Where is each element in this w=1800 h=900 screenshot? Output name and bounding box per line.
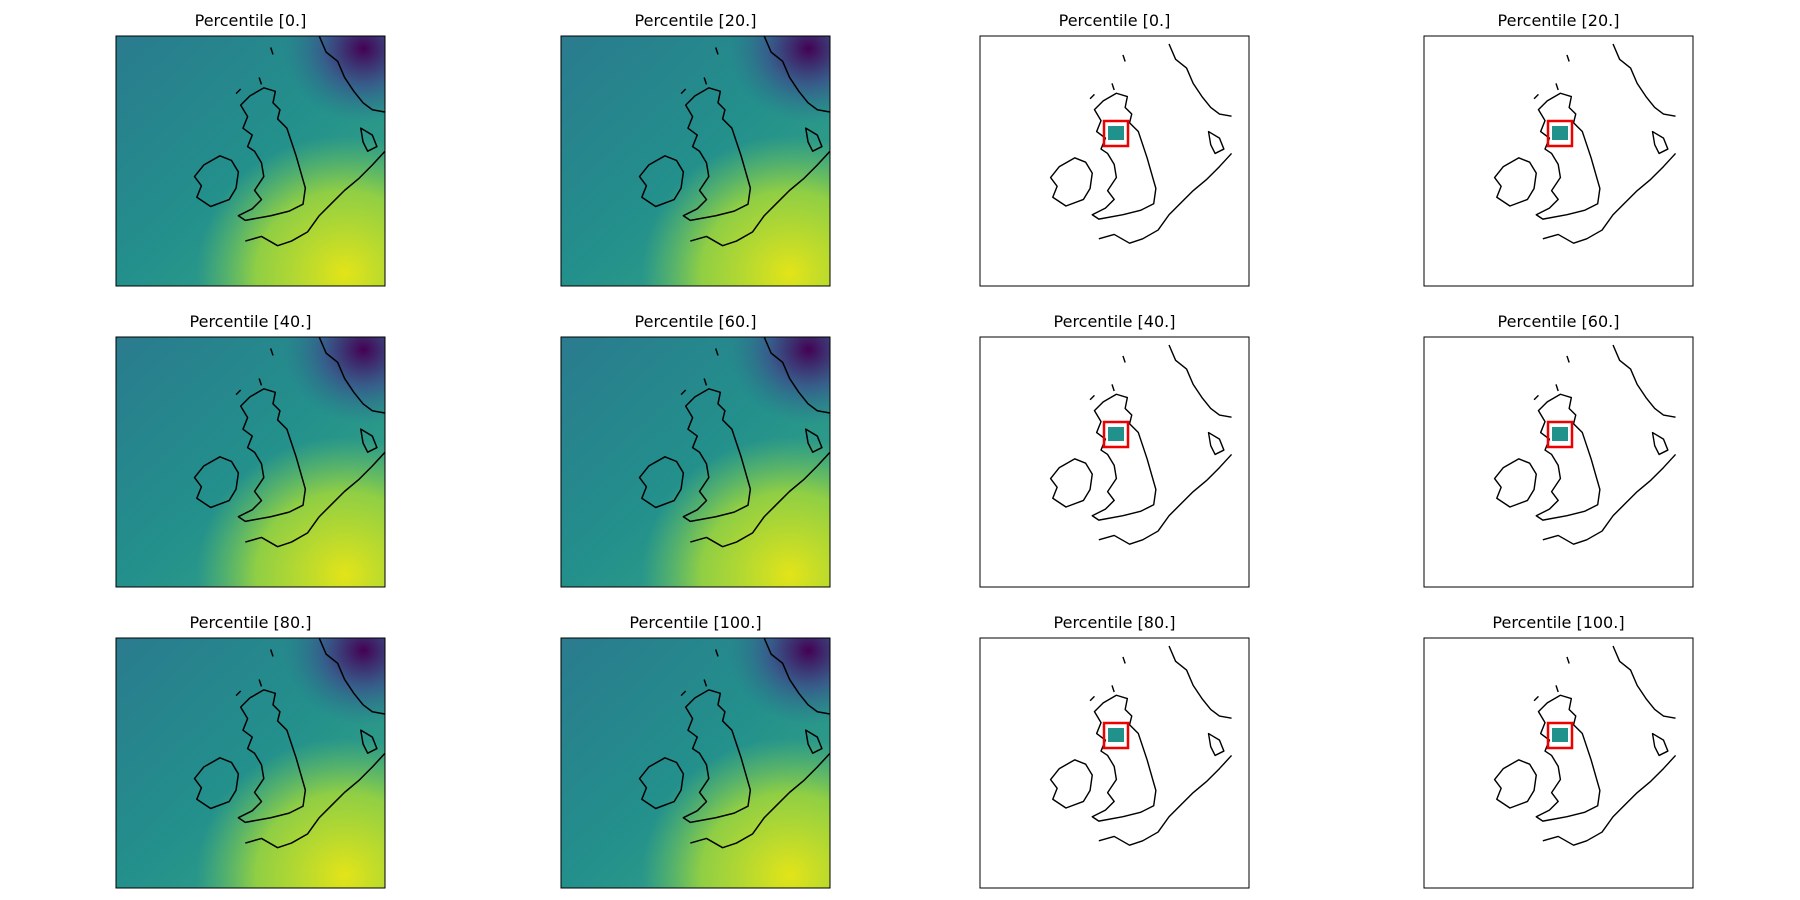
map-panel — [115, 336, 386, 588]
field-cold — [561, 36, 830, 286]
panel-frame — [115, 336, 386, 588]
map-content — [1424, 337, 1693, 587]
background — [980, 638, 1249, 888]
region-box — [1546, 119, 1574, 148]
region-fill — [1108, 126, 1124, 140]
region-fill — [1552, 728, 1568, 742]
panel-frame — [560, 336, 831, 588]
panel-title: Percentile [0.] — [195, 11, 307, 30]
map-content — [1424, 638, 1693, 888]
region-fill — [1552, 427, 1568, 441]
map-panel — [1423, 35, 1694, 287]
map-panel — [115, 637, 386, 889]
background — [1424, 638, 1693, 888]
panel-title: Percentile [40.] — [190, 312, 312, 331]
panel-frame — [979, 336, 1250, 588]
map-panel — [560, 336, 831, 588]
region-box — [1102, 420, 1130, 449]
region-box — [1546, 420, 1574, 449]
field-cold — [116, 337, 385, 587]
panel-title: Percentile [80.] — [190, 613, 312, 632]
panel-frame — [115, 637, 386, 889]
background — [1424, 337, 1693, 587]
panel-frame — [1423, 35, 1694, 287]
panel-title: Percentile [20.] — [1498, 11, 1620, 30]
map-panel — [560, 637, 831, 889]
map-content — [116, 337, 385, 587]
panel-title: Percentile [20.] — [635, 11, 757, 30]
background — [1424, 36, 1693, 286]
background — [980, 337, 1249, 587]
panel-frame — [560, 637, 831, 889]
field-cold — [561, 337, 830, 587]
panel-title: Percentile [60.] — [1498, 312, 1620, 331]
map-content — [980, 36, 1249, 286]
map-panel — [1423, 336, 1694, 588]
map-content — [1424, 36, 1693, 286]
panel-frame — [979, 637, 1250, 889]
panel-frame — [1423, 336, 1694, 588]
background — [980, 36, 1249, 286]
panel-title: Percentile [0.] — [1059, 11, 1171, 30]
map-content — [980, 337, 1249, 587]
panel-title: Percentile [100.] — [1492, 613, 1624, 632]
field-cold — [561, 638, 830, 888]
map-content — [561, 337, 830, 587]
map-content — [116, 36, 385, 286]
panel-title: Percentile [40.] — [1054, 312, 1176, 331]
panel-frame — [560, 35, 831, 287]
field-cold — [116, 36, 385, 286]
map-panel — [1423, 637, 1694, 889]
panel-title: Percentile [100.] — [629, 613, 761, 632]
panel-frame — [115, 35, 386, 287]
region-fill — [1108, 728, 1124, 742]
field-cold — [116, 638, 385, 888]
map-panel — [979, 336, 1250, 588]
panel-title: Percentile [80.] — [1054, 613, 1176, 632]
region-fill — [1108, 427, 1124, 441]
map-content — [561, 638, 830, 888]
region-box — [1546, 721, 1574, 750]
region-fill — [1552, 126, 1568, 140]
map-content — [561, 36, 830, 286]
region-box — [1102, 119, 1130, 148]
map-panel — [115, 35, 386, 287]
panel-title: Percentile [60.] — [635, 312, 757, 331]
map-panel — [979, 35, 1250, 287]
map-content — [116, 638, 385, 888]
panel-frame — [1423, 637, 1694, 889]
map-content — [980, 638, 1249, 888]
panel-frame — [979, 35, 1250, 287]
map-panel — [560, 35, 831, 287]
map-panel — [979, 637, 1250, 889]
region-box — [1102, 721, 1130, 750]
